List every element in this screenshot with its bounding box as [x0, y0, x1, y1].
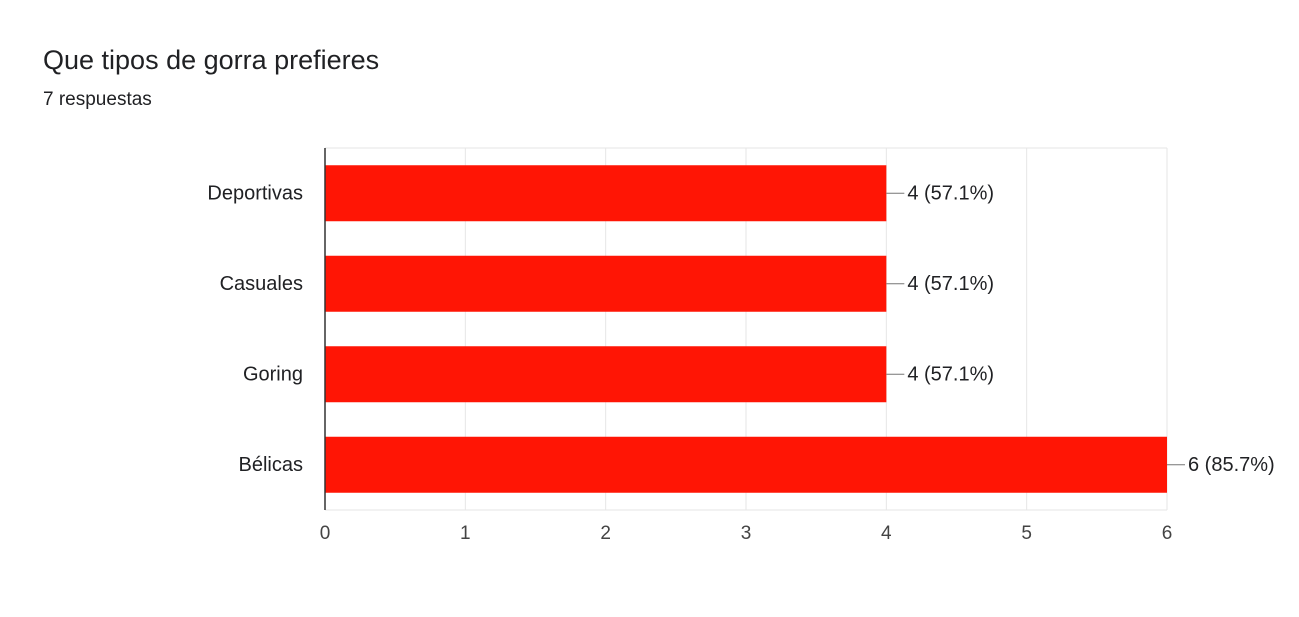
y-tick-label: Bélicas: [239, 454, 303, 476]
x-tick-label: 3: [741, 523, 752, 544]
value-label: 4 (57.1%): [907, 364, 994, 386]
value-label: 6 (85.7%): [1188, 454, 1275, 476]
y-tick-label: Goring: [243, 364, 303, 386]
bar: [325, 436, 1167, 493]
x-tick-label: 4: [881, 523, 892, 544]
bar: [325, 255, 887, 312]
value-label: 4 (57.1%): [907, 273, 994, 295]
x-tick-label: 6: [1162, 523, 1173, 544]
x-tick-label: 0: [320, 523, 331, 544]
chart-subtitle: 7 respuestas: [43, 89, 152, 110]
chart-title: Que tipos de gorra prefieres: [43, 45, 379, 75]
y-tick-label: Casuales: [220, 273, 303, 295]
x-tick-label: 5: [1021, 523, 1032, 544]
x-tick-label: 1: [460, 523, 471, 544]
bar: [325, 165, 887, 222]
value-label: 4 (57.1%): [907, 183, 994, 205]
y-tick-label: Deportivas: [207, 183, 303, 205]
bar: [325, 346, 887, 403]
x-tick-label: 2: [600, 523, 611, 544]
